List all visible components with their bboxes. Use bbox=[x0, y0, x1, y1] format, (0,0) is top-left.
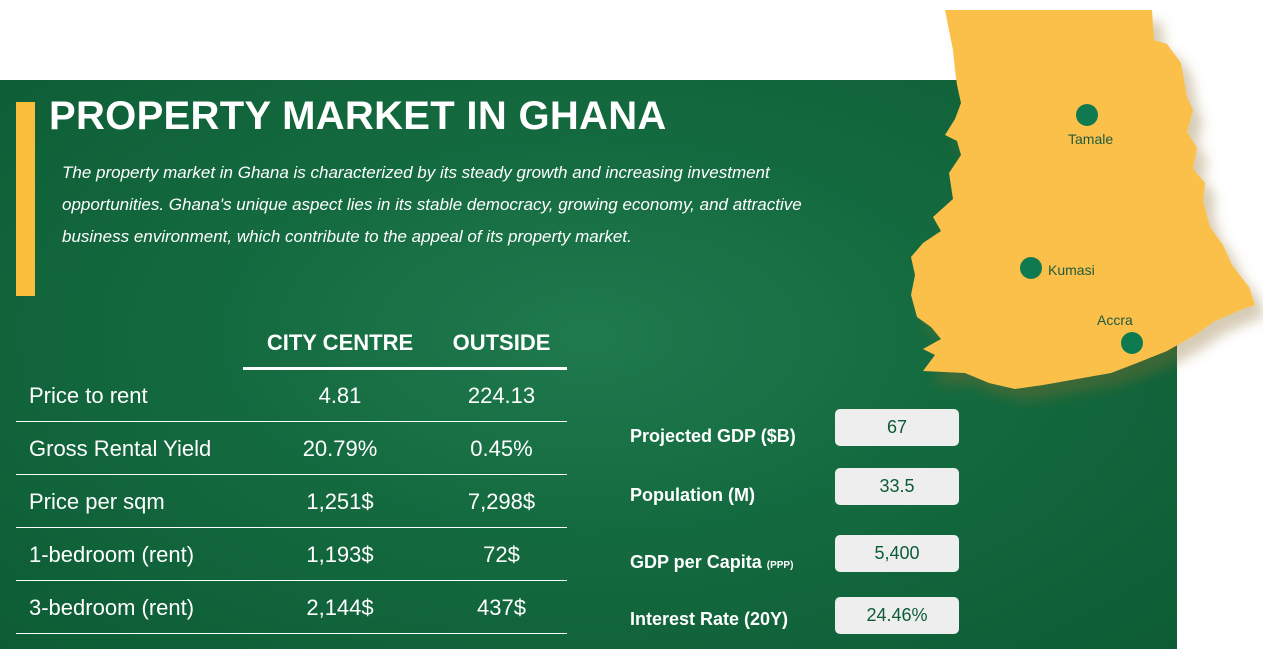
stat-label-text: GDP per Capita bbox=[630, 552, 762, 572]
stat-label-projected-gdp: Projected GDP ($B) bbox=[630, 426, 796, 446]
ghana-map: Tamale Kumasi Accra bbox=[911, 10, 1255, 389]
table-row: Gross Rental Yield 20.79% 0.45% bbox=[16, 422, 567, 475]
stat-label-population: Population (M) bbox=[630, 485, 755, 505]
outside-value: 7,298$ bbox=[467, 489, 536, 514]
table-row: Price to rent 4.81 224.13 bbox=[16, 369, 567, 422]
stat-value-interest-rate: 24.46% bbox=[835, 597, 959, 634]
column-header-city-centre: CITY CENTRE bbox=[266, 330, 414, 355]
accra-marker bbox=[1121, 332, 1143, 354]
outside-value: 224.13 bbox=[467, 383, 536, 408]
city-centre-value: 2,144$ bbox=[306, 595, 374, 620]
page-title: PROPERTY MARKET IN GHANA bbox=[49, 94, 667, 138]
column-header-outside: OUTSIDE bbox=[452, 330, 551, 355]
row-label: Price per sqm bbox=[29, 489, 165, 514]
stat-value-population: 33.5 bbox=[835, 468, 959, 505]
row-label: 1-bedroom (rent) bbox=[29, 542, 195, 567]
accent-bar bbox=[16, 102, 35, 296]
tamale-label: Tamale bbox=[1068, 131, 1113, 147]
row-label: 3-bedroom (rent) bbox=[29, 595, 195, 620]
header-divider bbox=[243, 367, 567, 370]
kumasi-label: Kumasi bbox=[1048, 262, 1095, 278]
outside-value: 72$ bbox=[483, 542, 520, 567]
table-row: 1-bedroom (rent) 1,193$ 72$ bbox=[16, 528, 567, 581]
row-label: Price to rent bbox=[29, 383, 148, 408]
stat-label-interest-rate: Interest Rate (20Y) bbox=[630, 609, 789, 629]
table-row: Price per sqm 1,251$ 7,298$ bbox=[16, 475, 567, 528]
city-centre-value: 1,193$ bbox=[306, 542, 374, 567]
stat-value-gdp-per-capita: 5,400 bbox=[835, 535, 959, 572]
kumasi-marker bbox=[1020, 257, 1042, 279]
description-text: The property market in Ghana is characte… bbox=[62, 163, 802, 246]
stat-value-projected-gdp: 67 bbox=[835, 409, 959, 446]
stat-label-gdp-per-capita: GDP per Capita (PPP) bbox=[630, 552, 793, 573]
outside-value: 0.45% bbox=[470, 436, 533, 461]
table-row: 3-bedroom (rent) 2,144$ 437$ bbox=[16, 581, 567, 634]
accra-label: Accra bbox=[1097, 312, 1133, 328]
ghana-map-shape bbox=[911, 10, 1255, 389]
city-centre-value: 1,251$ bbox=[306, 489, 374, 514]
outside-value: 437$ bbox=[477, 595, 526, 620]
row-label: Gross Rental Yield bbox=[29, 436, 212, 461]
tamale-marker bbox=[1076, 104, 1098, 126]
city-centre-value: 4.81 bbox=[318, 383, 362, 408]
stat-label-suffix: (PPP) bbox=[766, 560, 794, 571]
city-centre-value: 20.79% bbox=[302, 436, 378, 461]
